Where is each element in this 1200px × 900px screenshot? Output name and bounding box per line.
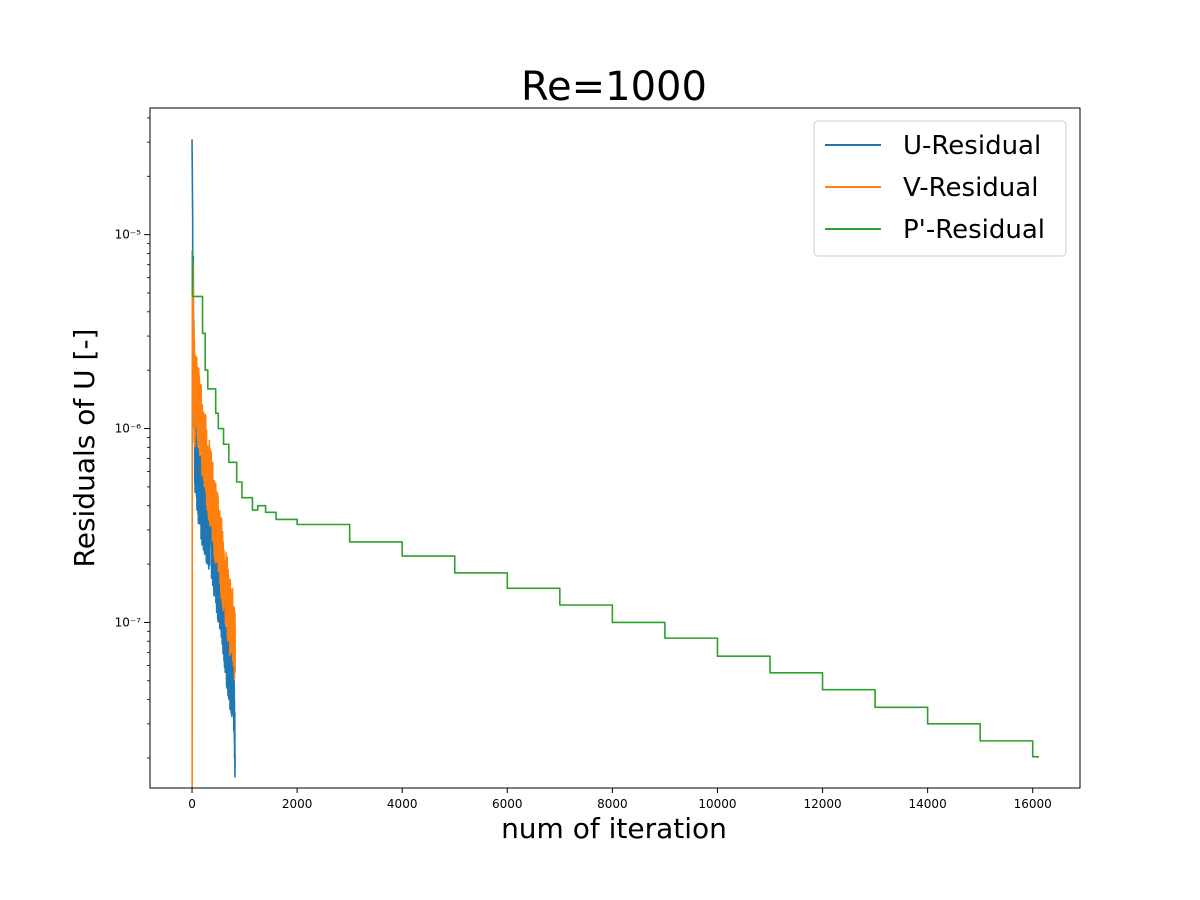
axes-frame (149, 107, 1081, 789)
x-tick-label: 0 (188, 797, 196, 811)
y-tick-label: 10⁻⁵ (115, 228, 142, 242)
x-tick-label: 6000 (492, 797, 523, 811)
x-axis-label: num of iteration (501, 812, 727, 845)
x-tick-label: 14000 (909, 797, 947, 811)
x-tick-label: 16000 (1014, 797, 1052, 811)
legend-label: P'-Residual (903, 215, 1045, 245)
legend-label: U-Residual (903, 131, 1041, 161)
y-tick-label: 10⁻⁷ (115, 615, 142, 629)
series-line-vresidual (191, 260, 236, 788)
series-line-presidual (191, 249, 1039, 758)
x-tick-label: 2000 (282, 797, 313, 811)
y-axis-label: Residuals of U [-] (68, 329, 101, 568)
legend-box (813, 120, 1067, 257)
y-tick-label: 10⁻⁶ (115, 422, 142, 436)
x-tick-label: 12000 (803, 797, 841, 811)
legend-label: V-Residual (903, 173, 1038, 203)
x-tick-label: 4000 (387, 797, 418, 811)
x-tick-label: 8000 (597, 797, 628, 811)
series-line-uresidual (191, 139, 236, 778)
axis-ticks: 0 2000 4000 6000 8000 10000 12000 14000 16000 10⁻… (115, 117, 1052, 811)
chart-title: Re=1000 (521, 64, 707, 110)
plot-area (191, 139, 1039, 788)
x-tick-label: 10000 (698, 797, 736, 811)
legend: U-Residual V-Residual P'-Residual (813, 120, 1067, 257)
